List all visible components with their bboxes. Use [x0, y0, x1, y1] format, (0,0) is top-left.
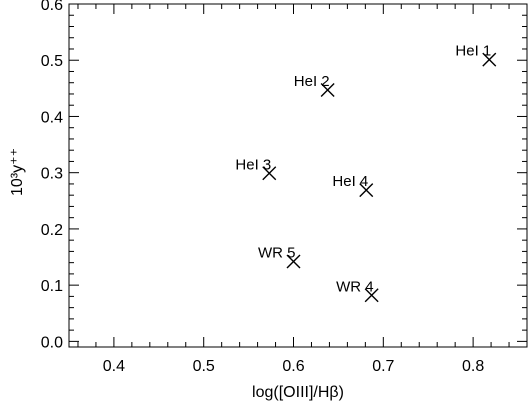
plot-border [68, 3, 528, 348]
x-marker-stroke [262, 166, 277, 181]
data-point: HeI 1 [455, 43, 497, 67]
x-marker-stroke [359, 183, 374, 198]
x-axis-title: log([OIII]/Hβ) [252, 384, 344, 401]
point-label: HeI 3 [235, 156, 271, 173]
point-label: WR 5 [258, 245, 296, 262]
data-points: HeI 1 HeI 2 HeI 3 HeI 4 WR 5 WR 4 [235, 43, 497, 303]
x-tick-label: 0.8 [462, 358, 484, 375]
y-tick-label: 0.0 [41, 334, 63, 351]
y-axis-title: 10³y⁺⁺ [9, 148, 26, 196]
y-tick-label: 0.4 [41, 109, 63, 126]
x-marker-stroke [482, 52, 497, 67]
x-axis: 0.4 0.5 0.6 0.7 0.8 [77, 4, 528, 375]
y-tick-label: 0.2 [41, 222, 63, 239]
x-tick-label: 0.4 [103, 358, 125, 375]
point-label: HeI 1 [455, 43, 491, 60]
y-tick-label: 0.6 [41, 0, 63, 14]
data-point: HeI 2 [294, 73, 335, 98]
y-axis: 0.0 0.1 0.2 0.3 0.4 0.5 0.6 [41, 0, 527, 351]
x-tick-label: 0.7 [372, 358, 394, 375]
point-label: HeI 4 [332, 173, 368, 190]
data-point: HeI 3 [235, 156, 277, 181]
data-point: HeI 4 [332, 173, 374, 198]
y-axis-title-group: 10³y⁺⁺ [9, 148, 26, 196]
x-tick-label: 0.6 [282, 358, 304, 375]
data-point: WR 5 [258, 245, 301, 269]
plot-frame [68, 3, 528, 348]
point-label: WR 4 [336, 278, 374, 295]
x-marker-stroke [320, 83, 335, 98]
x-marker-stroke [286, 254, 301, 269]
x-tick-label: 0.5 [193, 358, 215, 375]
y-tick-label: 0.5 [41, 53, 63, 70]
point-label: HeI 2 [294, 73, 330, 90]
x-marker-stroke [364, 288, 379, 303]
data-point: WR 4 [336, 278, 379, 303]
y-tick-label: 0.3 [41, 166, 63, 183]
y-tick-label: 0.1 [41, 278, 63, 295]
